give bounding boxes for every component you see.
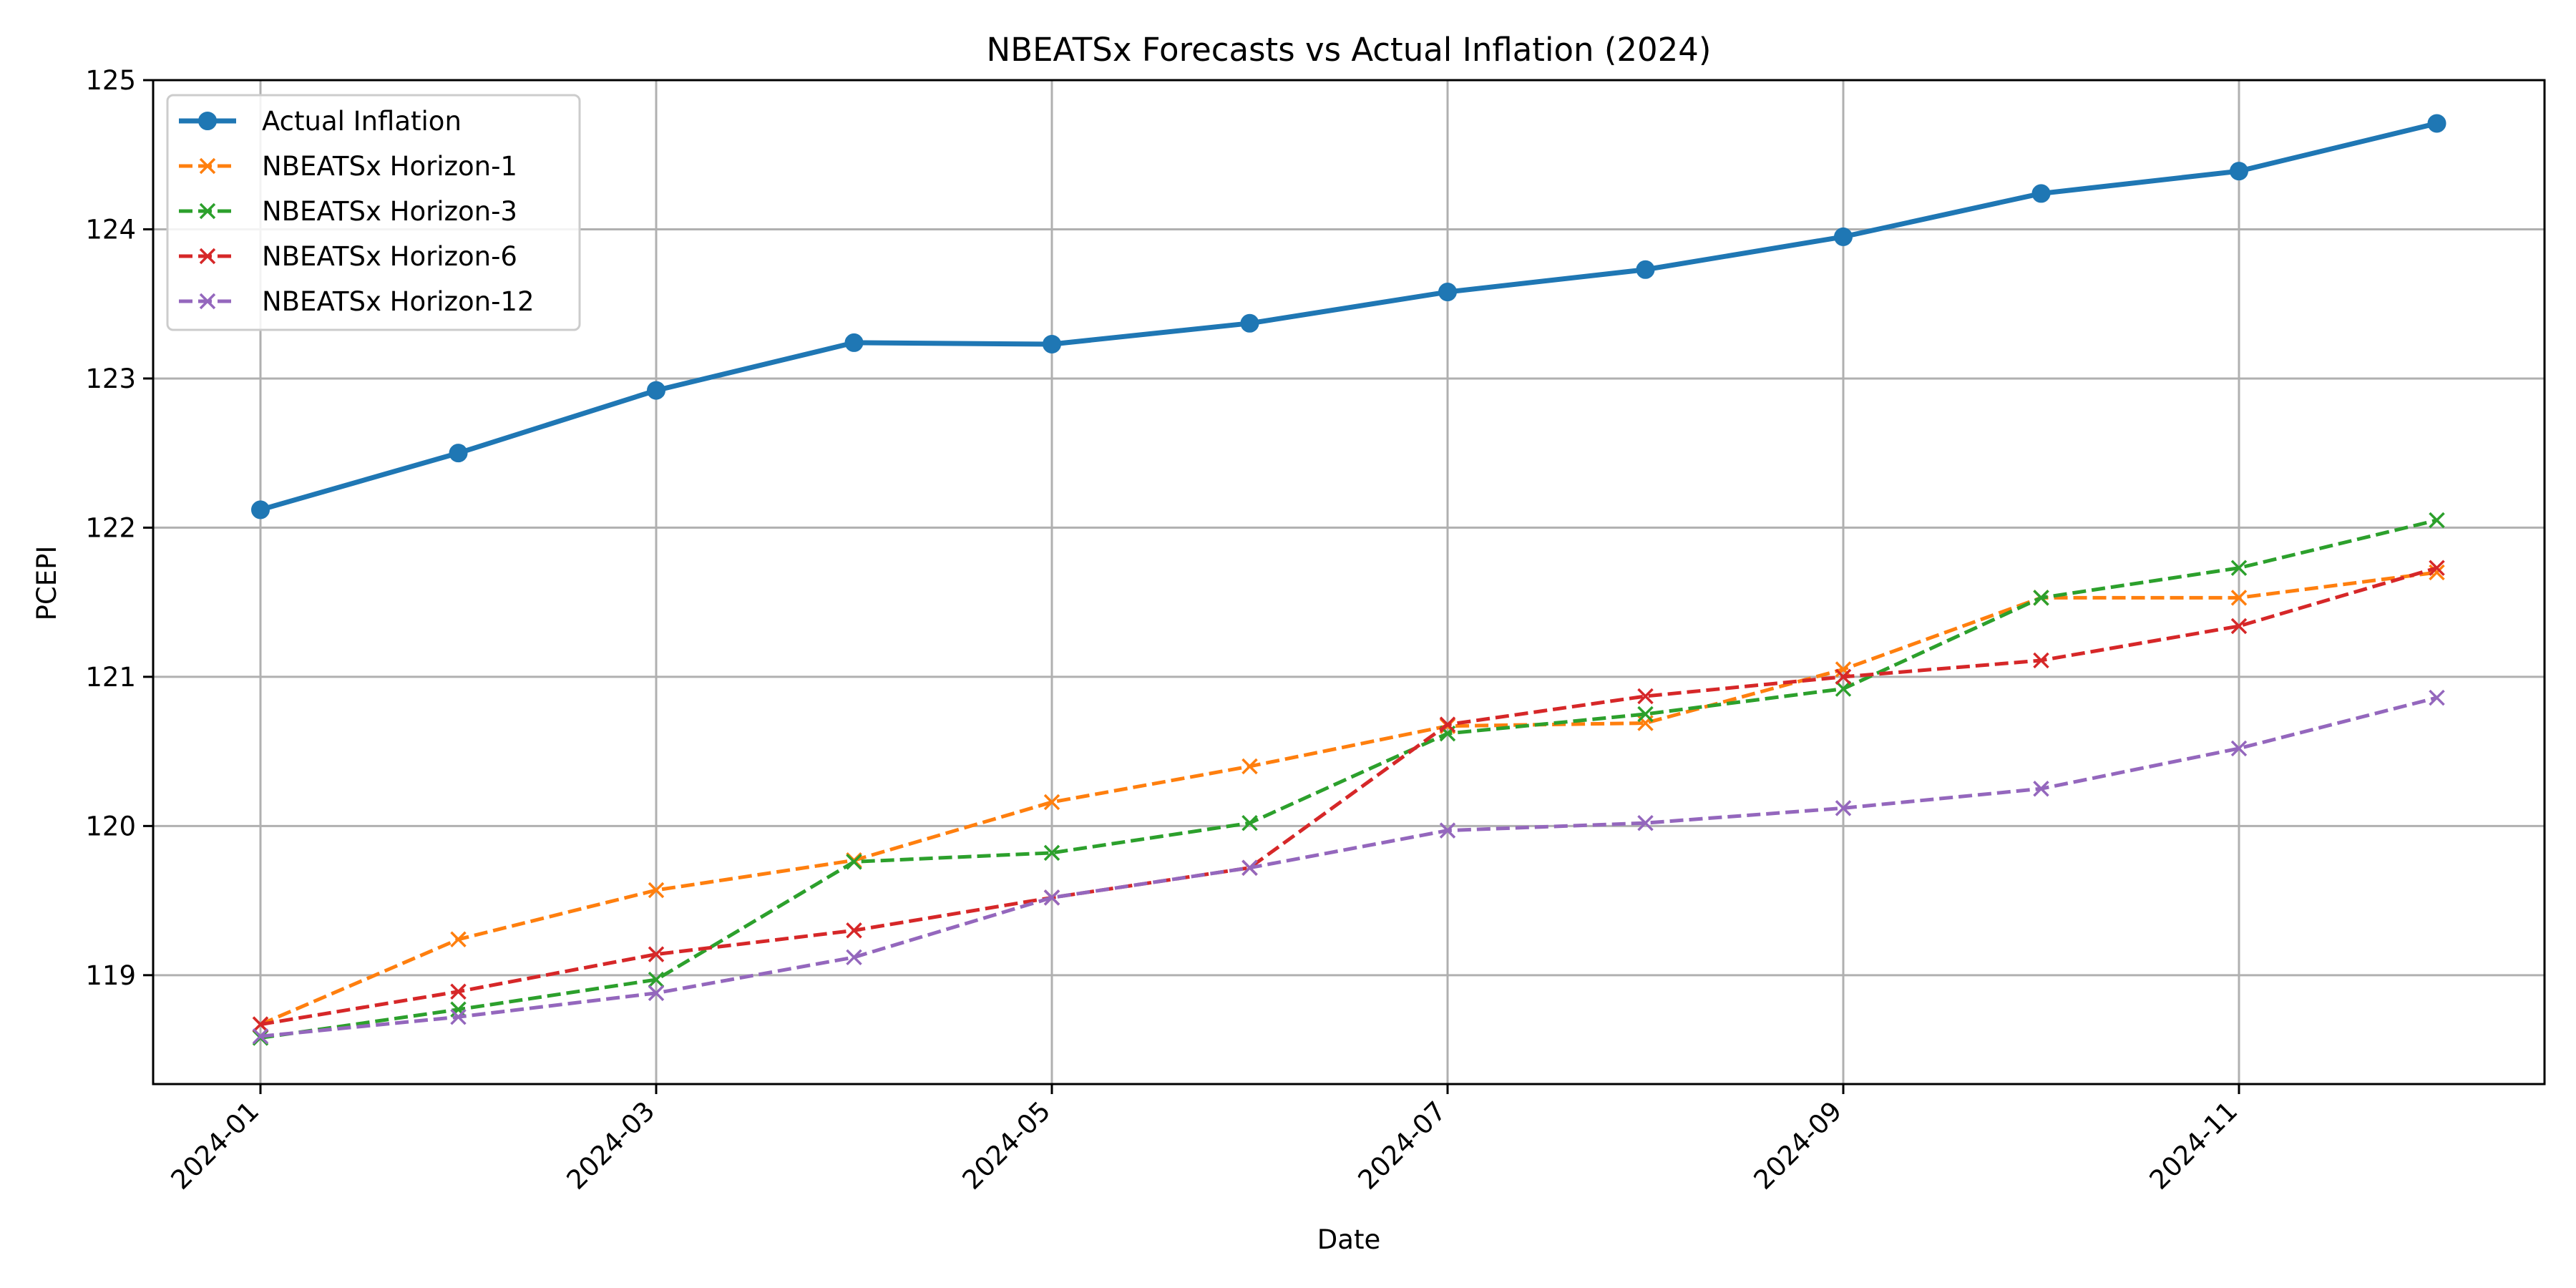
data-point (2427, 114, 2446, 133)
data-point (251, 500, 270, 519)
data-point (846, 949, 862, 966)
data-point (648, 882, 665, 899)
data-point (1637, 814, 1654, 831)
x-axis-label: Date (1317, 1224, 1380, 1255)
legend-marker (199, 203, 216, 220)
data-point (846, 922, 862, 939)
data-point (648, 946, 665, 962)
legend-box (166, 94, 581, 331)
legend-label: NBEATSx Horizon-6 (262, 241, 517, 272)
series-1 (251, 114, 2446, 519)
data-point (1835, 680, 1852, 697)
data-point (1637, 706, 1654, 723)
data-point (1637, 688, 1654, 705)
data-point (1043, 889, 1060, 906)
y-tick-label: 122 (85, 512, 136, 543)
data-point (647, 381, 665, 400)
series-group (251, 114, 2446, 1046)
y-axis-label: PCEPI (31, 546, 62, 621)
data-point (449, 444, 468, 463)
data-point (2230, 740, 2248, 757)
y-tick-label: 120 (85, 811, 136, 841)
data-point (1241, 814, 1258, 831)
data-point (844, 333, 864, 352)
data-point (1834, 227, 1853, 246)
data-point (1835, 668, 1852, 686)
chart-title: NBEATSx Forecasts vs Actual Inflation (2… (987, 31, 1712, 69)
legend-marker (199, 248, 216, 265)
legend-marker (199, 293, 216, 310)
data-point (450, 983, 467, 1000)
data-point (2033, 780, 2049, 797)
data-point (450, 1001, 467, 1018)
legend-marker (198, 112, 217, 130)
series-line (260, 570, 2437, 1026)
y-tick-label: 123 (85, 364, 136, 394)
data-point (648, 971, 665, 988)
series-line (260, 518, 2438, 1040)
legend: Actual Inflation NBEATSx Horizon-1 NBEATSx… (166, 94, 581, 331)
series-line (260, 121, 2438, 512)
data-point (450, 931, 467, 948)
legend-entry: NBEATSx Horizon-6 (179, 241, 517, 272)
data-point (1241, 859, 1258, 876)
series-4 (252, 560, 2445, 1033)
data-point (846, 854, 862, 870)
data-point (1043, 794, 1060, 811)
series-line (260, 696, 2438, 1038)
data-point (1439, 822, 1456, 839)
data-point (1835, 661, 1852, 678)
y-tick-label: 121 (85, 662, 136, 693)
data-point (648, 985, 665, 1002)
legend-label: NBEATSx Horizon-12 (262, 286, 535, 317)
data-point (1240, 313, 1259, 333)
data-point (1835, 800, 1852, 816)
data-point (2230, 162, 2248, 181)
y-tick-label: 119 (85, 960, 136, 991)
legend-entry: NBEATSx Horizon-1 (179, 151, 517, 182)
data-point (1043, 334, 1061, 353)
series-5 (252, 689, 2445, 1045)
legend-label: NBEATSx Horizon-1 (262, 151, 517, 182)
data-point (2033, 652, 2049, 669)
plot-area-frame (152, 79, 2546, 1085)
legend-entry: NBEATSx Horizon-3 (179, 196, 517, 227)
data-point (1438, 283, 1457, 302)
data-point (450, 1008, 467, 1025)
legend-marker (199, 157, 216, 175)
data-point (2230, 560, 2248, 576)
data-point (2429, 512, 2445, 529)
data-point (2230, 618, 2248, 635)
data-point (2031, 184, 2051, 203)
legend-label: NBEATSx Horizon-3 (262, 196, 517, 227)
legend-entry: NBEATSx Horizon-12 (179, 286, 535, 317)
y-tick-label: 124 (85, 214, 136, 245)
y-tick-label: 125 (85, 65, 136, 96)
data-point (1043, 844, 1060, 862)
data-point (2429, 560, 2445, 576)
data-point (252, 1016, 269, 1033)
data-point (2033, 590, 2049, 606)
data-point (2429, 689, 2445, 706)
legend-label: Actual Inflation (262, 106, 462, 137)
data-point (1241, 758, 1258, 775)
data-point (1636, 260, 1655, 279)
legend-entry: Actual Inflation (179, 106, 462, 137)
data-point (2230, 590, 2248, 606)
series-line (260, 566, 2438, 1027)
data-point (252, 1028, 269, 1045)
data-point (1439, 716, 1456, 733)
